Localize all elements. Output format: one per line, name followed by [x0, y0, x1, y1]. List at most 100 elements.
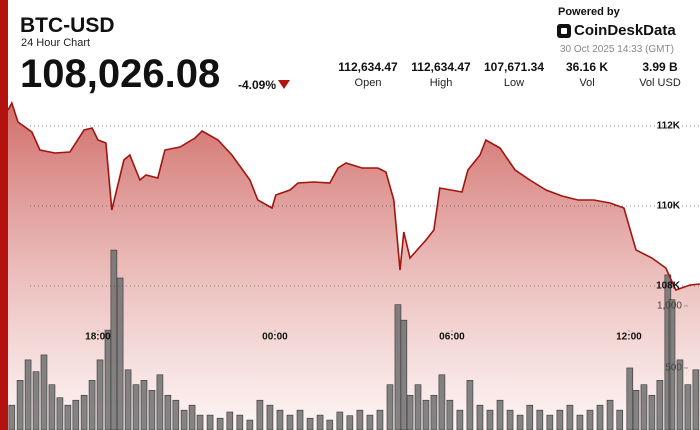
volume-bar	[286, 414, 294, 430]
stat-label: High	[429, 77, 453, 89]
volume-bar	[124, 369, 132, 430]
volume-bar	[616, 409, 624, 430]
volume-bar	[16, 380, 24, 430]
volume-bar	[188, 404, 196, 430]
volume-bar	[414, 384, 422, 430]
brand-name: CoinDeskData	[574, 22, 676, 39]
volume-bar	[648, 394, 656, 430]
volume-bar	[110, 249, 118, 430]
volume-bar	[476, 404, 484, 430]
volume-bar	[466, 380, 474, 430]
volume-bar	[516, 414, 524, 430]
stat: 107,671.34 Low	[474, 60, 554, 89]
volume-bar	[586, 409, 594, 430]
area-fill	[8, 103, 700, 430]
volume-bar	[296, 409, 304, 430]
volume-bar	[430, 394, 438, 430]
volume-bar	[506, 409, 514, 430]
volume-bar	[546, 414, 554, 430]
stat-label: Low	[503, 77, 525, 89]
volume-bar	[48, 384, 56, 430]
volume-tick-label: 1,000	[657, 301, 682, 312]
labels-layer: 112K 110K 108K 18:00 00:00 06:00 12:00 1,000 500	[85, 121, 682, 374]
timestamp: 30 Oct 2025 14:33 (GMT)	[560, 44, 674, 55]
stat-value: 3.99 B	[642, 60, 678, 74]
subtitle: 24 Hour Chart	[21, 37, 91, 49]
stat-value: 36.16 K	[565, 60, 609, 74]
volume-bar	[96, 359, 104, 430]
x-tick-label: 00:00	[262, 332, 288, 343]
title: BTC-USD	[20, 14, 115, 37]
volume-bar	[196, 414, 204, 430]
accent-stripe	[0, 0, 8, 430]
stat-label: Vol USD	[639, 77, 681, 89]
volume-bar	[266, 404, 274, 430]
volume-bar	[406, 394, 414, 430]
line-layer	[7, 100, 700, 369]
price: 108,026.08	[20, 52, 221, 96]
y-tick-label: 108K	[656, 281, 681, 292]
volume-bar	[172, 399, 180, 430]
volume-bar	[394, 304, 402, 430]
volume-bar	[104, 329, 112, 430]
area-layer	[8, 103, 700, 430]
down-arrow	[278, 80, 290, 89]
x-tick-label: 06:00	[439, 332, 465, 343]
volume-bar	[256, 399, 264, 430]
volume-bar	[346, 415, 354, 430]
volume-bar	[684, 384, 692, 430]
volume-bar	[596, 404, 604, 430]
volume-bar	[206, 414, 214, 430]
volume-bar	[556, 409, 564, 430]
volume-bar	[496, 399, 504, 430]
volume-bar	[148, 389, 156, 430]
volume-bar	[80, 394, 88, 430]
stat: 112,634.47 Open	[328, 60, 408, 89]
volume-bar	[88, 380, 96, 430]
volume-bar	[326, 419, 334, 430]
x-tick-label: 12:00	[616, 332, 642, 343]
volume-bar	[40, 354, 48, 430]
volume-bar	[32, 371, 40, 430]
stat-value: 112,634.47	[411, 60, 471, 74]
volume-bar	[438, 374, 446, 430]
volume-bar	[668, 299, 676, 430]
volume-bar	[486, 409, 494, 430]
stat-label: Open	[354, 77, 382, 89]
volume-bar	[576, 414, 584, 430]
volume-bar	[692, 369, 700, 430]
volume-bar	[456, 409, 464, 430]
stat-value: 107,671.34	[483, 60, 545, 74]
volume-bar	[276, 409, 284, 430]
change: -4.09%	[238, 78, 277, 92]
volume-bar	[526, 404, 534, 430]
volume-bar	[632, 389, 640, 430]
volume-bar	[386, 384, 394, 430]
volume-bar	[132, 384, 140, 430]
brand: CoinDeskData	[557, 22, 676, 39]
volume-bar	[56, 397, 64, 430]
volume-bar	[156, 374, 164, 430]
volume-bar	[306, 417, 314, 430]
volume-bar	[316, 414, 324, 430]
volume-bar	[400, 319, 408, 430]
volume-bar	[446, 399, 454, 430]
volume-bar	[376, 409, 384, 430]
volume-bar	[336, 411, 344, 430]
stat-value: 112,634.47	[338, 60, 398, 74]
volume-bar	[676, 359, 684, 430]
volume-bar	[640, 384, 648, 430]
volume-bar	[236, 414, 244, 430]
volume-bar	[64, 404, 72, 430]
volume-bar	[356, 409, 364, 430]
volume-bar	[8, 404, 16, 430]
bars-layer	[8, 249, 700, 430]
stat: 3.99 B Vol USD	[620, 60, 700, 89]
volume-bar	[116, 277, 124, 430]
volume-bar	[366, 414, 374, 430]
volume-bar	[216, 417, 224, 430]
price-line	[7, 100, 700, 291]
volume-bar	[72, 399, 80, 430]
